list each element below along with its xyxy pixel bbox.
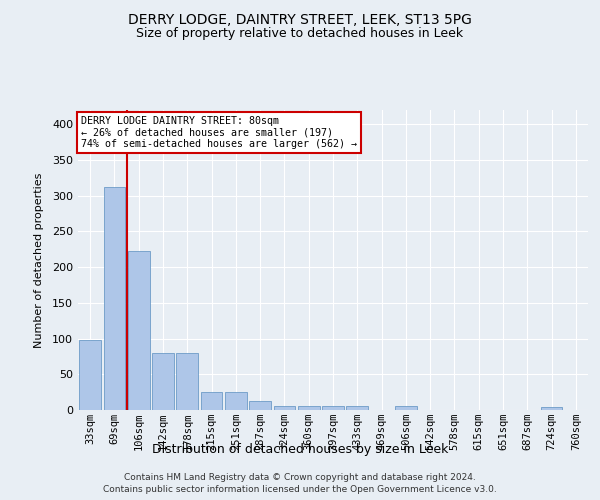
Bar	[249, 402, 271, 410]
Bar	[274, 406, 295, 410]
Bar	[176, 353, 198, 410]
Bar	[298, 406, 320, 410]
Bar	[104, 187, 125, 410]
Bar	[225, 392, 247, 410]
Text: Contains HM Land Registry data © Crown copyright and database right 2024.: Contains HM Land Registry data © Crown c…	[124, 472, 476, 482]
Bar	[200, 392, 223, 410]
Y-axis label: Number of detached properties: Number of detached properties	[34, 172, 44, 348]
Text: DERRY LODGE, DAINTRY STREET, LEEK, ST13 5PG: DERRY LODGE, DAINTRY STREET, LEEK, ST13 …	[128, 12, 472, 26]
Text: Distribution of detached houses by size in Leek: Distribution of detached houses by size …	[152, 442, 448, 456]
Bar	[395, 406, 417, 410]
Text: Size of property relative to detached houses in Leek: Size of property relative to detached ho…	[136, 28, 464, 40]
Bar	[79, 340, 101, 410]
Bar	[322, 406, 344, 410]
Text: Contains public sector information licensed under the Open Government Licence v3: Contains public sector information licen…	[103, 485, 497, 494]
Bar	[346, 406, 368, 410]
Bar	[128, 252, 149, 410]
Bar	[541, 407, 562, 410]
Bar	[152, 353, 174, 410]
Text: DERRY LODGE DAINTRY STREET: 80sqm
← 26% of detached houses are smaller (197)
74%: DERRY LODGE DAINTRY STREET: 80sqm ← 26% …	[80, 116, 356, 149]
